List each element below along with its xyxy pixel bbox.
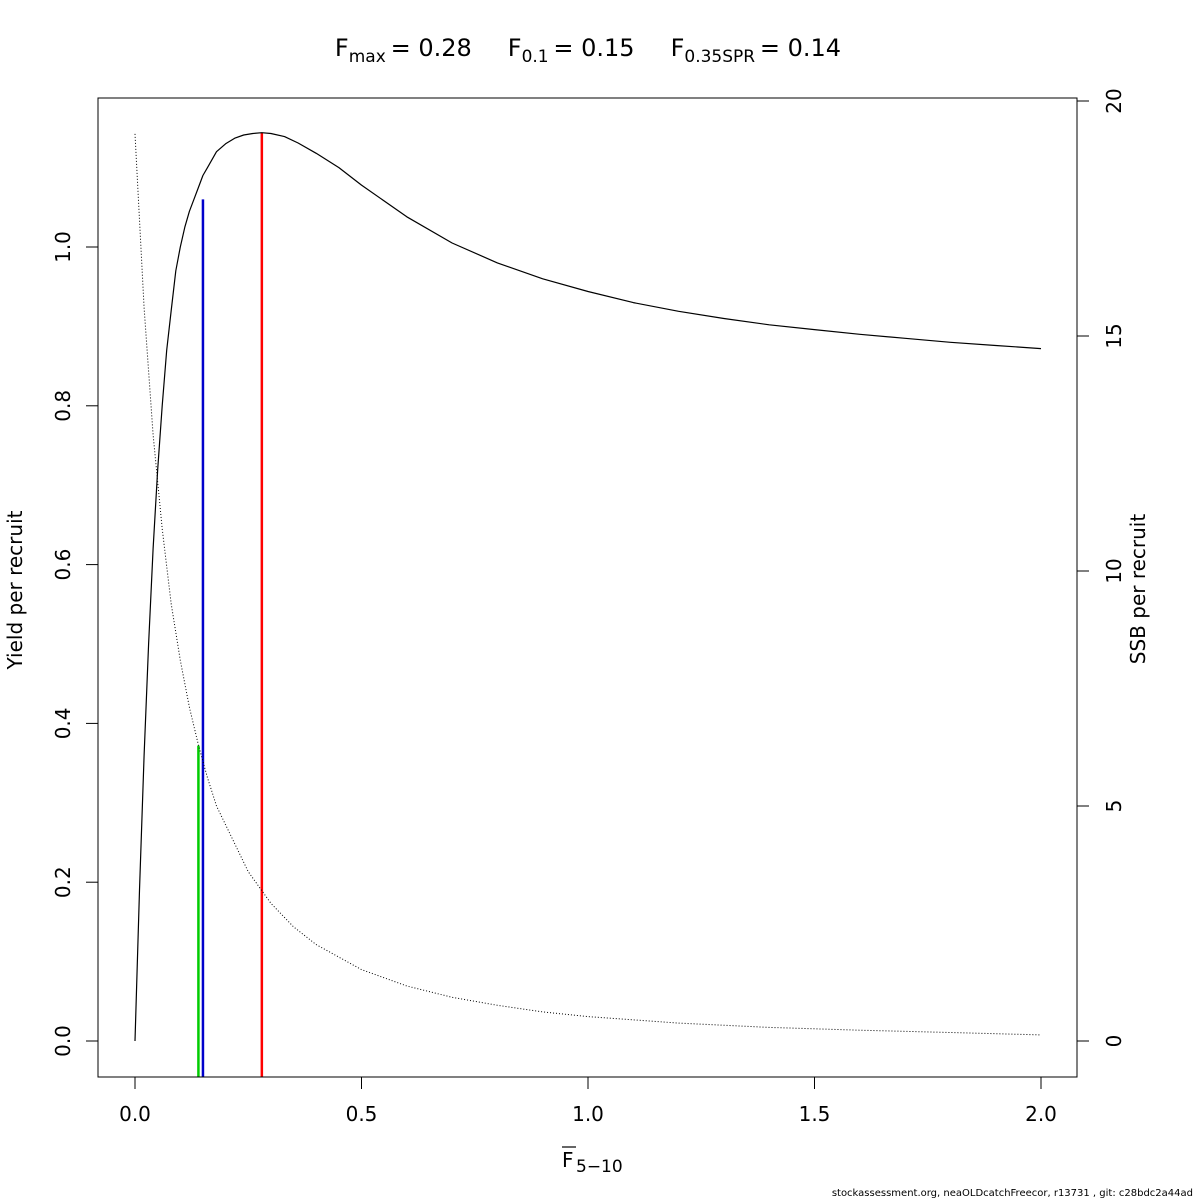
x-tick-label: 0.0 <box>119 1102 151 1126</box>
title-value: = 0.28 <box>386 34 472 62</box>
x-axis-title-main: F <box>562 1148 574 1172</box>
y-axis-right: 0 5 10 15 20 <box>1076 88 1126 1048</box>
y-left-tick-label: 0.2 <box>51 866 75 898</box>
title-value: = 0.14 <box>755 34 841 62</box>
y-right-tick-label: 15 <box>1102 323 1126 348</box>
chart-title: Fmax = 0.28 F0.1 = 0.15 F0.35SPR = 0.14 <box>335 34 841 67</box>
y-left-tick-label: 1.0 <box>51 231 75 263</box>
y-axis-left: 0.0 0.2 0.4 0.6 0.8 1.0 <box>51 231 99 1057</box>
x-tick-label: 0.5 <box>346 1102 378 1126</box>
title-value: = 0.15 <box>549 34 635 62</box>
x-axis: 0.0 0.5 1.0 1.5 2.0 <box>119 1076 1057 1126</box>
y-left-tick-label: 0.0 <box>51 1025 75 1057</box>
reference-lines <box>197 132 264 1077</box>
x-tick-label: 2.0 <box>1025 1102 1057 1126</box>
y-axis-right-title: SSB per recruit <box>1126 514 1150 665</box>
y-right-tick-label: 5 <box>1102 800 1126 813</box>
chart-title-text: Fmax = 0.28 F0.1 = 0.15 F0.35SPR = 0.14 <box>335 34 841 67</box>
x-axis-title: F 5−10 <box>562 1146 623 1177</box>
yield-per-recruit-curve <box>134 132 1042 1042</box>
title-symbol: F <box>472 34 522 62</box>
title-subscript: 0.35SPR <box>684 47 755 67</box>
title-symbol: F <box>335 34 349 62</box>
y-left-tick-label: 0.6 <box>51 549 75 581</box>
title-symbol: F <box>635 34 685 62</box>
x-tick-label: 1.0 <box>572 1102 604 1126</box>
footer-note: stockassessment.org, neaOLDcatchFreecor,… <box>832 1188 1193 1199</box>
y-left-tick-label: 0.8 <box>51 390 75 422</box>
y-right-tick-label: 0 <box>1102 1035 1126 1048</box>
ssb-per-recruit-curve <box>134 133 1042 1036</box>
y-right-tick-label: 10 <box>1102 558 1126 583</box>
y-left-tick-label: 0.4 <box>51 707 75 739</box>
y-right-tick-label: 20 <box>1102 88 1126 113</box>
x-axis-title-sub: 5−10 <box>576 1157 623 1177</box>
series-lines <box>134 132 1042 1042</box>
y-axis-left-title: Yield per recruit <box>3 510 27 670</box>
title-subscript: max <box>349 47 386 67</box>
title-subscript: 0.1 <box>522 47 549 67</box>
x-tick-label: 1.5 <box>799 1102 831 1126</box>
plot-frame <box>97 97 1078 1078</box>
